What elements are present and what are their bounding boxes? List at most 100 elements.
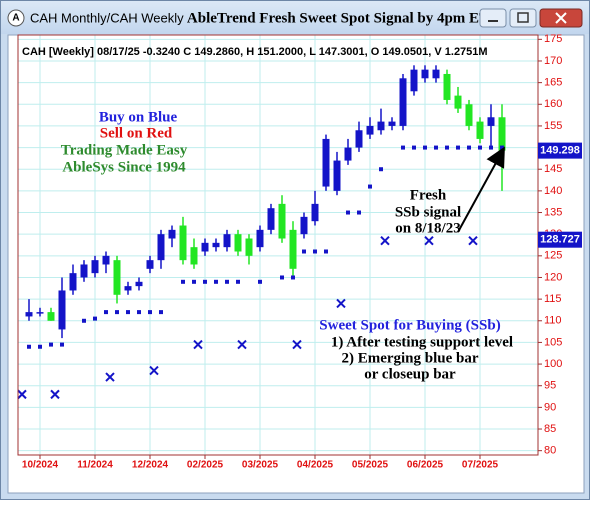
support-dot	[126, 310, 130, 315]
note: or closeup bar	[364, 366, 456, 382]
note: AbleSys Since 1994	[62, 159, 186, 175]
y-tick-label: 120	[544, 271, 562, 283]
support-dot	[357, 210, 361, 215]
support-dot	[478, 145, 482, 150]
note: SSb signal	[395, 204, 461, 220]
signal-arrow	[457, 146, 505, 233]
support-dot	[467, 145, 471, 150]
x-tick-label: 12/2024	[132, 460, 169, 471]
y-tick-label: 90	[544, 401, 556, 413]
promo-notes: Buy on Blue Sell on Red Trading Made Eas…	[61, 109, 188, 175]
y-tick-label: 135	[544, 206, 562, 218]
support-dot	[379, 167, 383, 172]
candle-body	[113, 260, 121, 295]
candle-body	[25, 312, 33, 317]
candle-body	[498, 117, 506, 151]
y-tick-label: 125	[544, 250, 562, 262]
support-dot	[192, 279, 196, 284]
y-tick-label: 175	[544, 33, 562, 45]
candle-body	[377, 121, 385, 131]
candle-body	[311, 203, 319, 222]
y-tick-label: 100	[544, 358, 562, 370]
candle-body	[476, 121, 484, 139]
price-tag: 128.727	[540, 234, 580, 246]
maximize-button[interactable]	[509, 8, 537, 28]
candle-body	[432, 69, 440, 79]
candle-body	[278, 203, 286, 239]
candle-body	[58, 290, 66, 330]
close-glyph	[555, 12, 567, 24]
candle-body	[465, 104, 473, 126]
candle-body	[234, 234, 242, 252]
support-dot	[115, 310, 119, 315]
support-dot	[104, 310, 108, 315]
support-dot	[456, 145, 460, 150]
candle-body	[91, 260, 99, 274]
support-dot	[313, 249, 317, 254]
support-dot	[258, 279, 262, 284]
support-dot	[203, 279, 207, 284]
support-dot	[445, 145, 449, 150]
candle-body	[300, 216, 308, 235]
support-dot	[27, 344, 31, 349]
y-tick-label: 160	[544, 98, 562, 110]
signal-marker	[380, 235, 390, 246]
candle-body	[168, 229, 176, 239]
support-dot	[82, 318, 86, 323]
note: Buy on Blue	[99, 109, 178, 125]
signal-marker	[50, 389, 60, 400]
window-title: CAH Monthly/CAH Weekly	[30, 10, 184, 25]
y-tick-label: 80	[544, 445, 556, 457]
signal-marker	[237, 339, 247, 350]
app-icon	[7, 9, 25, 27]
support-dot	[137, 310, 141, 315]
candle-body	[344, 147, 352, 161]
support-dot	[412, 145, 416, 150]
candle-body	[289, 229, 297, 269]
x-tick-label: 11/2024	[77, 460, 113, 471]
x-tick-label: 03/2025	[242, 460, 279, 471]
support-dot	[225, 279, 229, 284]
note: Sell on Red	[100, 125, 173, 141]
support-dot	[500, 145, 504, 150]
y-tick-label: 105	[544, 336, 562, 348]
support-dot	[236, 279, 240, 284]
x-tick-label: 07/2025	[462, 460, 499, 471]
note: 2) Emerging blue bar	[341, 350, 478, 366]
candle-body	[47, 312, 55, 321]
y-tick-label: 110	[544, 315, 562, 327]
candle-body	[135, 281, 143, 287]
support-dot	[148, 310, 152, 315]
candle-body	[69, 273, 77, 291]
signal-marker	[17, 389, 27, 400]
signal-marker	[292, 339, 302, 350]
x-tick-label: 04/2025	[297, 460, 334, 471]
maximize-glyph	[517, 12, 529, 23]
app-icon-glyph: A	[12, 13, 19, 24]
support-dot	[291, 275, 295, 280]
ssb-notes: Sweet Spot for Buying (SSb) 1) After tes…	[319, 317, 513, 382]
price-tag: 149.298	[540, 145, 580, 157]
x-tick-label: 06/2025	[407, 460, 444, 471]
candle-body	[212, 242, 220, 248]
candle-body	[399, 78, 407, 126]
candle-body	[355, 130, 363, 148]
minimize-button[interactable]	[479, 8, 507, 28]
plot: 8085909510010511011512012513013514014515…	[17, 33, 562, 471]
candle-body	[80, 264, 88, 278]
support-dot	[181, 279, 185, 284]
price-tag-box	[538, 231, 582, 248]
candle-body	[410, 69, 418, 92]
candle-body	[443, 73, 451, 100]
support-dot	[324, 249, 328, 254]
window-buttons[interactable]	[479, 8, 583, 28]
y-tick-label: 85	[544, 423, 556, 435]
signal-marker	[105, 372, 115, 382]
y-tick-label: 165	[544, 77, 562, 89]
fresh-notes: Fresh SSb signal on 8/18/23	[395, 187, 461, 236]
x-tick-label: 05/2025	[352, 460, 389, 471]
price-tag-box	[538, 142, 582, 159]
signal-marker	[336, 298, 346, 309]
note: Fresh	[410, 187, 447, 203]
